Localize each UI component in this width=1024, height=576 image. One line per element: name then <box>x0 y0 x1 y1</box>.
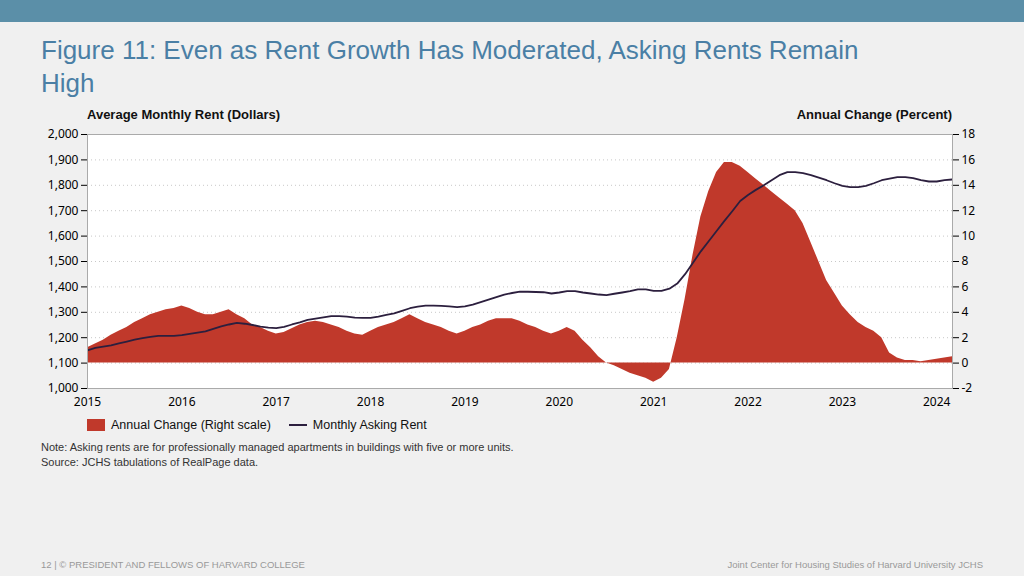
svg-text:1,500: 1,500 <box>48 252 79 269</box>
svg-text:2016: 2016 <box>168 393 196 410</box>
html-text:Monthly Asking Rent: Monthly Asking Rent <box>312 418 427 432</box>
svg-text:2017: 2017 <box>262 393 290 410</box>
svg-text:1,600: 1,600 <box>48 227 79 244</box>
svg-text:16: 16 <box>962 151 976 168</box>
svg-text:6: 6 <box>962 278 969 295</box>
svg-text:12: 12 <box>962 202 976 219</box>
svg-text:18: 18 <box>962 125 976 142</box>
html-text:Average Monthly Rent (Dollars): Average Monthly Rent (Dollars) <box>87 107 281 122</box>
svg-text:4: 4 <box>962 303 969 320</box>
svg-text:1,400: 1,400 <box>48 278 79 295</box>
html-text:Note: Asking rents are for pro: Note: Asking rents are for professionall… <box>41 441 514 453</box>
svg-text:1,200: 1,200 <box>48 329 79 346</box>
svg-text:2024: 2024 <box>923 393 951 410</box>
svg-text:-2: -2 <box>962 379 973 396</box>
svg-text:10: 10 <box>962 227 976 244</box>
html-text:Figure 11: Even as Rent Growth: Figure 11: Even as Rent Growth Has Moder… <box>41 35 859 98</box>
svg-text:2020: 2020 <box>546 393 574 410</box>
html-text:Annual Change (Percent): Annual Change (Percent) <box>796 107 952 122</box>
svg-text:2021: 2021 <box>640 393 667 410</box>
svg-text:2,000: 2,000 <box>48 125 79 142</box>
html-text:Joint Center for Housing Studi: Joint Center for Housing Studies of Harv… <box>727 559 983 570</box>
svg-text:1,800: 1,800 <box>48 176 79 193</box>
svg-text:0: 0 <box>962 354 969 371</box>
svg-text:2022: 2022 <box>734 393 762 410</box>
svg-text:2019: 2019 <box>451 393 479 410</box>
html-text:12 | © PRESIDENT AND FELLOWS O: 12 | © PRESIDENT AND FELLOWS OF HARVARD … <box>41 559 305 570</box>
svg-text:1,000: 1,000 <box>47 379 79 397</box>
svg-text:2018: 2018 <box>357 393 385 410</box>
html-text:Source: JCHS tabulations of Re: Source: JCHS tabulations of RealPage dat… <box>41 455 259 468</box>
svg-text:2023: 2023 <box>829 393 857 410</box>
svg-text:8: 8 <box>962 252 969 269</box>
svg-text:14: 14 <box>962 176 976 193</box>
svg-text:1,100: 1,100 <box>48 354 79 371</box>
html-text:Annual Change (Right scale): Annual Change (Right scale) <box>111 418 271 432</box>
svg-text:2015: 2015 <box>74 393 102 410</box>
svg-text:1,900: 1,900 <box>48 151 79 168</box>
svg-text:2: 2 <box>962 329 969 346</box>
svg-text:1,300: 1,300 <box>48 303 79 320</box>
svg-text:1,700: 1,700 <box>48 202 79 219</box>
